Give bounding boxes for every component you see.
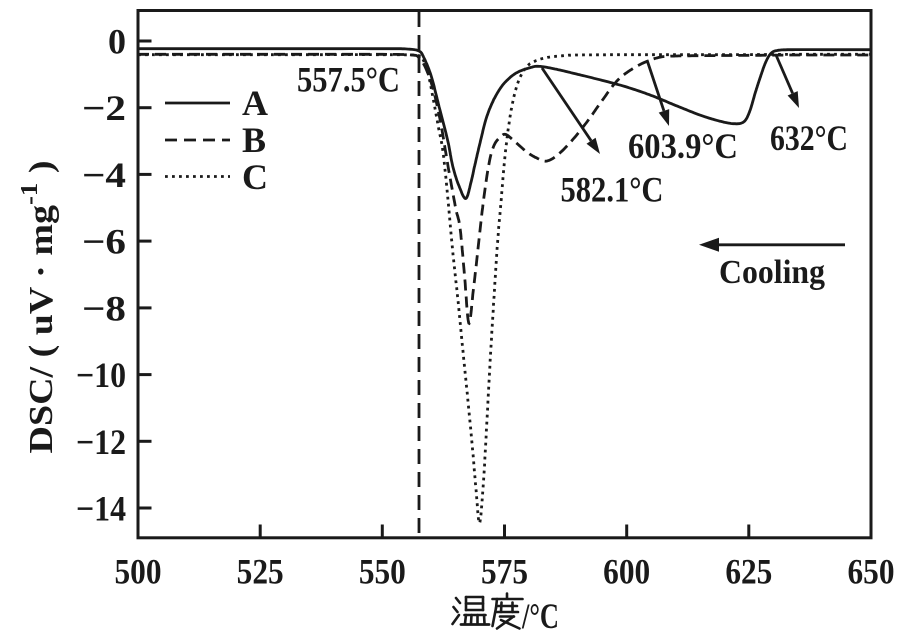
svg-text:A: A — [242, 83, 268, 123]
svg-text:557.5°C: 557.5°C — [297, 60, 400, 100]
svg-text:−6: −6 — [82, 222, 126, 262]
svg-text:625: 625 — [725, 552, 772, 592]
svg-text:Cooling: Cooling — [719, 254, 825, 291]
svg-text:632°C: 632°C — [770, 118, 848, 158]
svg-text:/°C: /°C — [521, 596, 559, 635]
svg-text:550: 550 — [359, 552, 406, 592]
svg-text:C: C — [242, 157, 268, 197]
svg-text:DSC/ ( uV · mg-1 ): DSC/ ( uV · mg-1 ) — [17, 160, 60, 453]
svg-text:B: B — [242, 120, 266, 160]
svg-text:0: 0 — [108, 22, 126, 62]
svg-text:−2: −2 — [82, 88, 126, 128]
svg-text:−12: −12 — [76, 422, 126, 462]
svg-text:603.9°C: 603.9°C — [628, 126, 738, 166]
svg-text:650: 650 — [848, 552, 895, 592]
svg-text:−14: −14 — [76, 488, 126, 528]
svg-text:525: 525 — [237, 552, 284, 592]
svg-text:600: 600 — [603, 552, 650, 592]
svg-text:582.1°C: 582.1°C — [561, 170, 664, 210]
svg-text:−10: −10 — [76, 355, 126, 395]
svg-text:−4: −4 — [82, 155, 126, 195]
svg-text:575: 575 — [481, 552, 528, 592]
svg-text:−8: −8 — [82, 288, 126, 328]
svg-text:500: 500 — [115, 552, 162, 592]
